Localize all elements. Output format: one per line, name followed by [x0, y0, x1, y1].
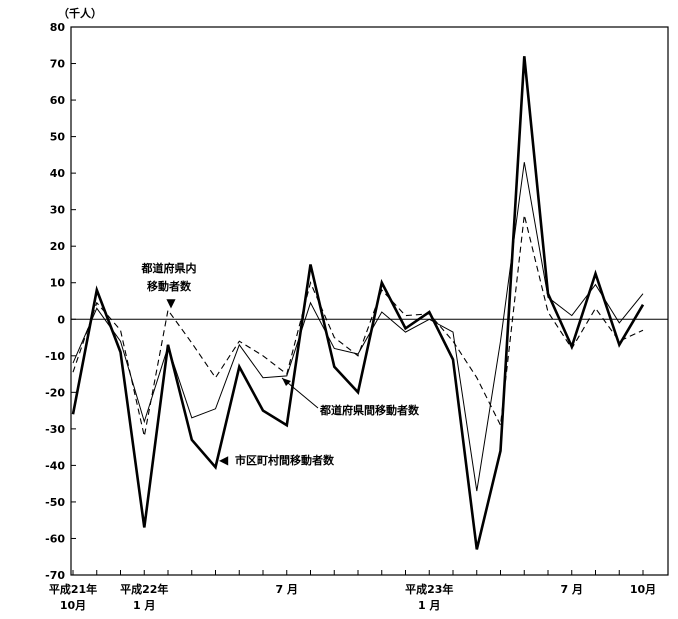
y-tick-label: 80 [50, 21, 66, 34]
y-tick-label: 50 [50, 131, 66, 144]
x-tick-label: 平成23年 [405, 582, 453, 596]
annotation-left-arrow-icon: ◀ [219, 453, 229, 467]
y-tick-label: 20 [50, 240, 66, 253]
annotation-intra-prefecture-line1: 都道府県内 [141, 261, 197, 275]
plot-frame [70, 26, 669, 576]
y-tick-label: -10 [45, 350, 65, 363]
x-tick-label: 7 月 [276, 583, 298, 596]
annotation-inter-municipal-label: 市区町村間移動者数 [235, 453, 335, 467]
series-intra-prefecture [72, 214, 644, 437]
y-tick-label: 10 [50, 277, 66, 290]
annotation-inter-prefecture: 都道府県間移動者数 [281, 377, 420, 417]
x-axis: 平成21年 10月 平成22年 1 月 7 月 平成23年 1 月 7 月 10月 [49, 570, 656, 612]
x-tick-label: 平成21年 [49, 582, 97, 596]
y-tick-label: 40 [50, 167, 66, 180]
y-tick-label: 30 [50, 204, 66, 217]
unit-label: （千人） [58, 6, 102, 20]
y-tick-label: -20 [45, 386, 65, 399]
annotation-intra-prefecture-line2: 移動者数 [147, 279, 192, 293]
y-tick-label: -70 [45, 569, 65, 582]
series-inter-municipal [71, 56, 645, 550]
y-tick-label: -60 [45, 532, 65, 545]
y-tick-label: 70 [50, 58, 66, 71]
y-tick-label: -30 [45, 423, 65, 436]
y-tick-label: 0 [57, 313, 65, 326]
y-tick-label: 60 [50, 94, 66, 107]
annotation-inter-prefecture-label: 都道府県間移動者数 [319, 403, 420, 417]
x-tick-label-line2: 10月 [60, 599, 86, 612]
annotation-down-arrow-icon: ▼ [166, 296, 176, 310]
annotation-intra-prefecture: 都道府県内 移動者数 ▼ [141, 261, 197, 310]
annotation-inter-municipal: ◀ 市区町村間移動者数 [219, 453, 335, 467]
x-tick-label-line2: 1 月 [418, 599, 440, 612]
y-axis: 80 70 60 50 40 30 20 10 0 -10 -20 -30 -40 -50 -60 -70 [45, 21, 76, 582]
x-tick-label: 7 月 [561, 583, 583, 596]
x-tick-label: 平成22年 [120, 582, 168, 596]
annotation-arrowhead-icon [282, 378, 291, 386]
x-tick-label: 10月 [630, 583, 656, 596]
y-tick-label: -50 [45, 496, 65, 509]
y-tick-label: -40 [45, 459, 65, 472]
x-tick-label-line2: 1 月 [133, 599, 155, 612]
series-group [71, 56, 645, 550]
